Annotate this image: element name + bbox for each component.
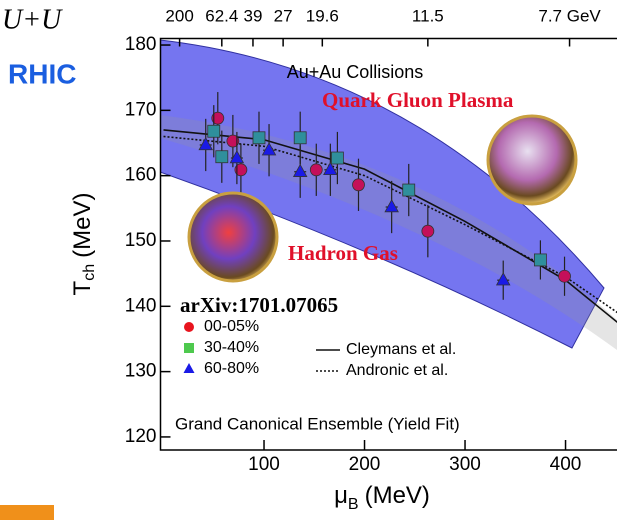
y-tick-label: 150 <box>125 230 157 251</box>
y-label-part: T <box>69 280 96 295</box>
top-tick-label: 39 <box>244 6 263 25</box>
x-label-part: (MeV) <box>365 482 430 509</box>
y-tick-label: 160 <box>125 165 157 186</box>
annotation: Hadron Gas <box>288 241 398 265</box>
hadron-image <box>189 193 277 281</box>
annotation: Grand Canonical Ensemble (Yield Fit) <box>175 414 460 433</box>
marker <box>310 164 322 176</box>
chart: U+U RHIC Au+Au Collisions Quark Gluon Pl… <box>0 0 617 520</box>
marker <box>352 179 364 191</box>
y-tick-label: 120 <box>125 426 157 447</box>
x-tick-label: 300 <box>449 454 481 475</box>
decoration-bar <box>0 505 54 520</box>
corner-label: U+U <box>2 4 63 35</box>
legend-marker <box>184 343 194 353</box>
legend-marker <box>184 363 195 373</box>
corner-label: RHIC <box>8 58 76 89</box>
x-tick-label: 200 <box>349 454 381 475</box>
y-label-part: (MeV) <box>69 193 96 258</box>
y-tick-label: 170 <box>125 99 157 120</box>
x-tick-label: 100 <box>248 454 280 475</box>
marker <box>331 152 343 164</box>
marker <box>253 132 265 144</box>
legend-label: 00-05% <box>204 318 259 335</box>
legend-label: Cleymans et al. <box>346 341 456 358</box>
x-axis-label: μB (MeV) <box>334 482 430 513</box>
chart-title: Au+Au Collisions <box>287 62 424 82</box>
marker <box>403 184 415 196</box>
y-tick-label: 140 <box>125 295 157 316</box>
marker <box>559 270 571 282</box>
annotation: arXiv:1701.07065 <box>180 293 338 317</box>
legend-label: 60-80% <box>204 360 259 377</box>
marker <box>534 254 546 266</box>
top-tick-label: 62.4 <box>205 6 238 25</box>
y-label-part: ch <box>81 264 98 281</box>
top-tick-label: 200 <box>165 6 193 25</box>
top-tick-label: 27 <box>274 6 293 25</box>
top-tick-label: 7.7 GeV <box>538 6 601 25</box>
y-tick-label: 130 <box>125 361 157 382</box>
legend-label: Andronic et al. <box>346 362 448 379</box>
x-label-part: B <box>348 496 359 513</box>
marker <box>294 132 306 144</box>
legend-marker <box>184 322 194 332</box>
top-tick-label: 11.5 <box>412 6 444 25</box>
x-tick-label: 400 <box>550 454 582 475</box>
annotation: Quark Gluon Plasma <box>322 88 514 112</box>
y-tick-label: 180 <box>125 34 157 55</box>
marker <box>422 225 434 237</box>
legend-label: 30-40% <box>204 339 259 356</box>
top-tick-label: 19.6 <box>306 6 339 25</box>
x-label-part: μ <box>334 482 348 509</box>
marker <box>208 125 220 137</box>
qgp-image <box>488 116 576 204</box>
y-axis-label: Tch (MeV) <box>69 193 98 296</box>
marker <box>216 151 228 163</box>
